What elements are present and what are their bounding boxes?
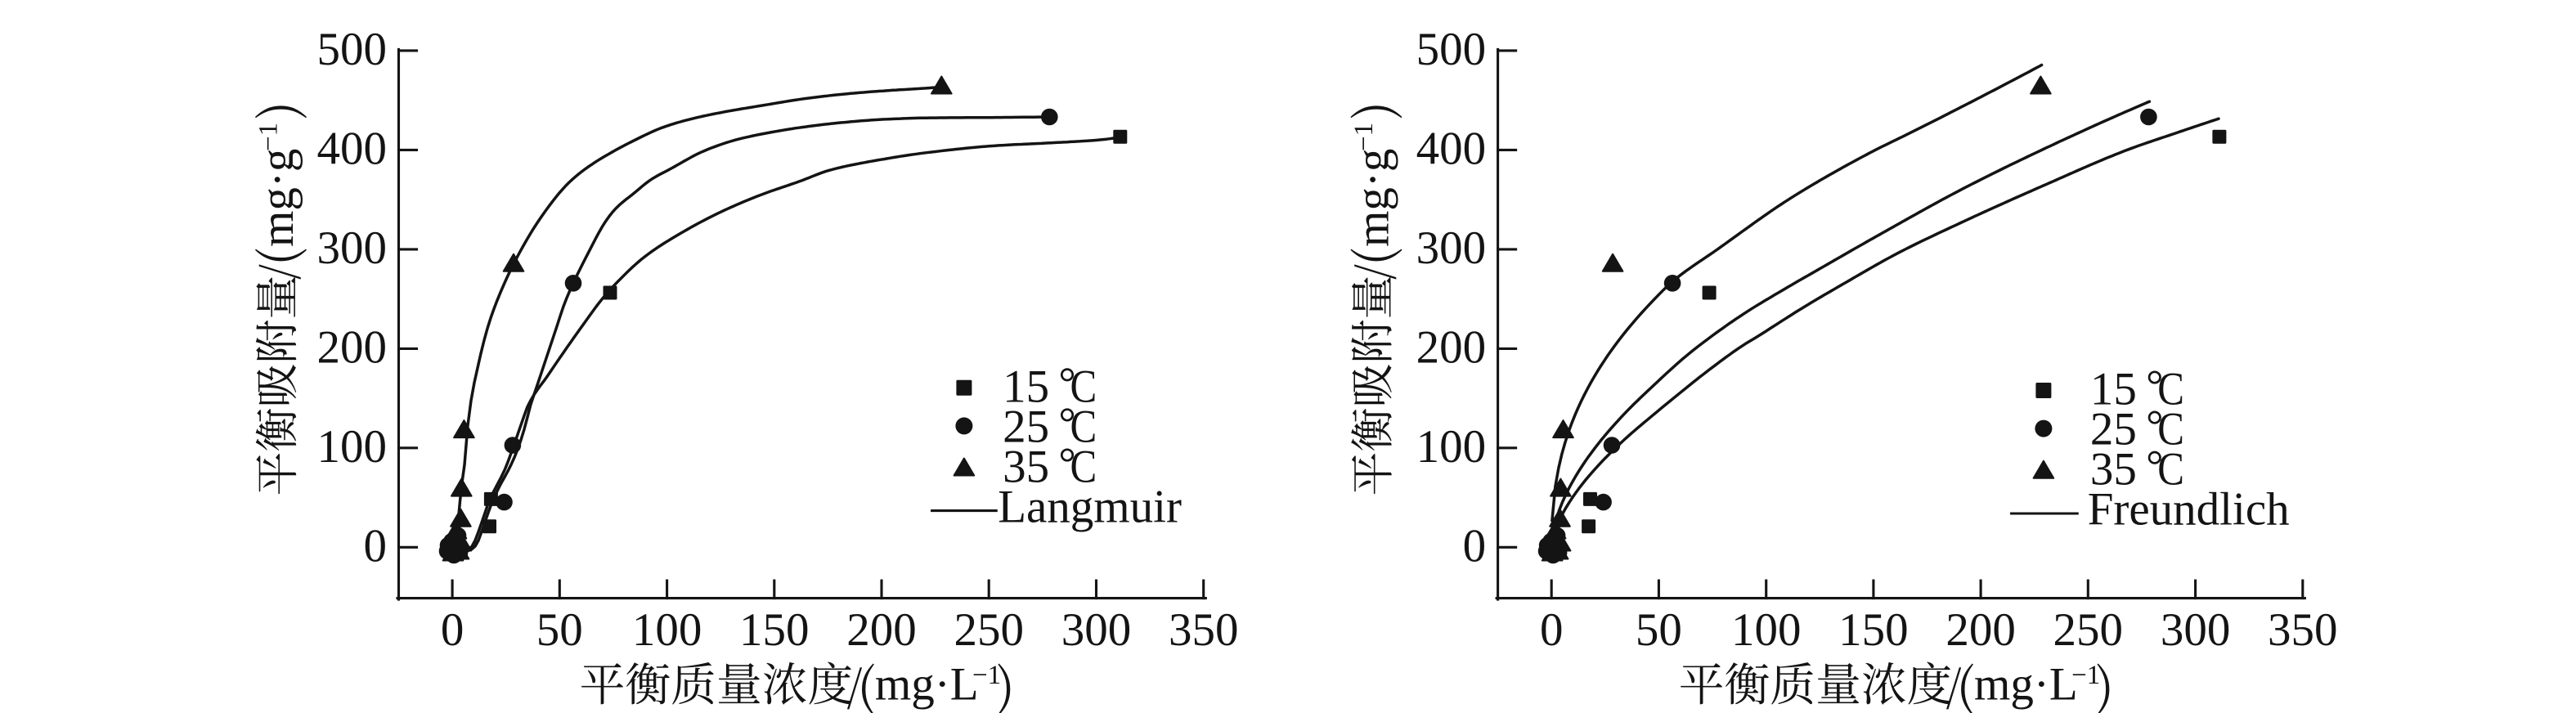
- svg-text:300: 300: [1416, 222, 1487, 274]
- svg-text:400: 400: [1416, 123, 1487, 175]
- svg-text:100: 100: [317, 421, 388, 473]
- svg-text:C: C: [1070, 442, 1097, 492]
- svg-text:Freundlich: Freundlich: [2088, 484, 2290, 536]
- svg-text:35: 35: [1003, 442, 1049, 493]
- svg-text:−1: −1: [1349, 123, 1379, 151]
- svg-text:250: 250: [2053, 604, 2124, 656]
- svg-text:300: 300: [317, 222, 388, 274]
- svg-text:50: 50: [536, 604, 583, 656]
- svg-text:100: 100: [1416, 421, 1487, 473]
- svg-text:C: C: [2157, 444, 2184, 495]
- svg-text:150: 150: [739, 604, 810, 656]
- svg-text:mg·g: mg·g: [252, 149, 303, 247]
- svg-text:400: 400: [317, 123, 388, 175]
- svg-text:Langmuir: Langmuir: [998, 481, 1182, 532]
- svg-text:C: C: [1070, 401, 1097, 452]
- svg-text:50: 50: [1636, 604, 1682, 656]
- svg-text:25: 25: [2090, 404, 2137, 455]
- svg-text:300: 300: [1061, 604, 1132, 656]
- svg-text:200: 200: [1416, 322, 1487, 374]
- svg-text:0: 0: [441, 604, 464, 656]
- svg-text:200: 200: [317, 322, 388, 374]
- svg-text:15: 15: [2090, 364, 2137, 415]
- svg-text:200: 200: [1945, 604, 2016, 656]
- svg-text:200: 200: [846, 604, 917, 656]
- svg-text:100: 100: [632, 604, 702, 656]
- svg-text:500: 500: [317, 24, 388, 75]
- svg-text:mg·L: mg·L: [875, 659, 979, 711]
- svg-text:−1: −1: [254, 123, 283, 151]
- svg-text:−1: −1: [972, 661, 1001, 690]
- svg-text:300: 300: [2161, 604, 2231, 656]
- svg-text:150: 150: [1838, 604, 1909, 656]
- svg-text:mg·g: mg·g: [1347, 149, 1398, 247]
- svg-text:350: 350: [1169, 604, 1239, 656]
- svg-text:25: 25: [1003, 401, 1049, 452]
- svg-text:500: 500: [1416, 24, 1487, 75]
- svg-text:100: 100: [1731, 604, 1802, 656]
- svg-text:0: 0: [1463, 521, 1487, 572]
- svg-text:C: C: [2157, 404, 2184, 455]
- svg-text:250: 250: [954, 604, 1024, 656]
- svg-text:mg·L: mg·L: [1974, 659, 2078, 711]
- svg-text:0: 0: [364, 521, 388, 572]
- svg-text:0: 0: [1540, 604, 1564, 656]
- svg-text:C: C: [2157, 364, 2184, 415]
- svg-text:−1: −1: [2071, 661, 2100, 690]
- svg-text:350: 350: [2268, 604, 2338, 656]
- svg-text:15: 15: [1003, 361, 1049, 412]
- svg-text:C: C: [1070, 361, 1097, 412]
- svg-text:35: 35: [2090, 444, 2137, 496]
